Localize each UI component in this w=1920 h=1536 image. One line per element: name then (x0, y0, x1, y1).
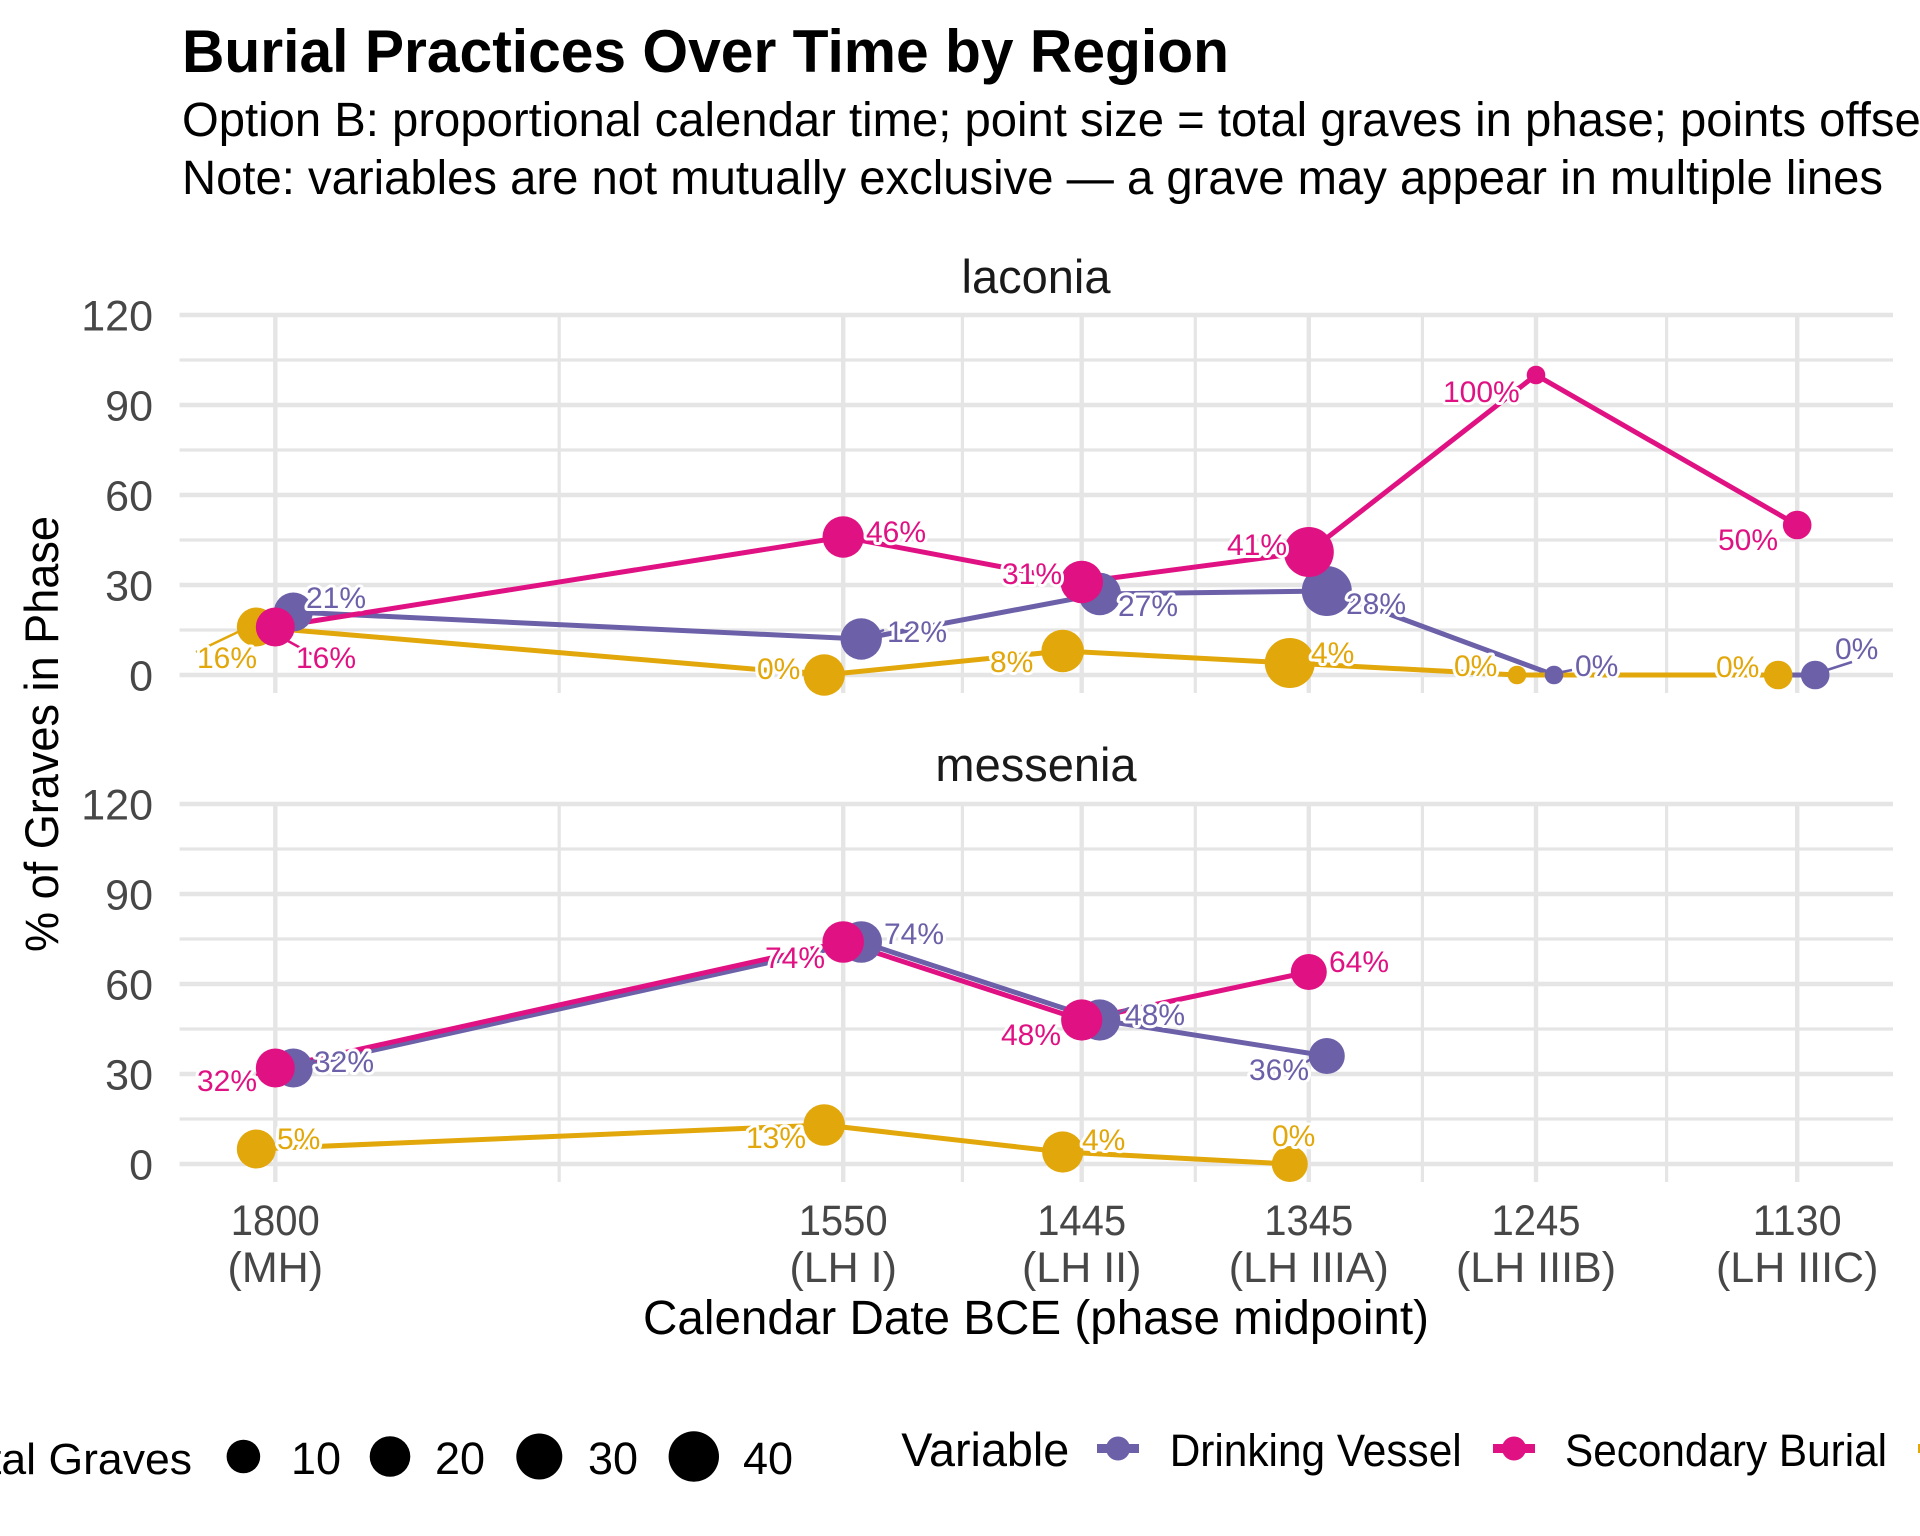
svg-text:1345: 1345 (1264, 1197, 1353, 1245)
svg-text:21%: 21% (306, 582, 366, 615)
svg-text:Burial Practices Over Time by: Burial Practices Over Time by Region (182, 18, 1229, 85)
svg-text:1550: 1550 (799, 1197, 888, 1245)
svg-text:90: 90 (105, 383, 153, 431)
svg-text:1800: 1800 (231, 1197, 320, 1245)
svg-text:1130: 1130 (1753, 1197, 1842, 1245)
svg-text:32%: 32% (314, 1046, 374, 1079)
svg-text:4%: 4% (1082, 1124, 1125, 1157)
svg-text:10: 10 (291, 1433, 341, 1484)
svg-text:% of Graves in Phase: % of Graves in Phase (15, 516, 68, 952)
svg-text:(LH I): (LH I) (789, 1244, 897, 1292)
svg-text:(LH II): (LH II) (1022, 1244, 1141, 1292)
svg-text:0%: 0% (1272, 1120, 1315, 1153)
svg-text:0%: 0% (757, 653, 800, 686)
svg-text:20: 20 (435, 1433, 485, 1484)
svg-text:0%: 0% (1835, 633, 1878, 666)
svg-text:(LH IIIC): (LH IIIC) (1716, 1244, 1878, 1292)
svg-text:1245: 1245 (1492, 1197, 1581, 1245)
svg-text:46%: 46% (866, 516, 926, 549)
svg-text:messenia: messenia (935, 738, 1137, 791)
svg-text:30: 30 (105, 563, 153, 611)
svg-text:8%: 8% (990, 646, 1033, 679)
svg-text:laconia: laconia (962, 250, 1112, 303)
svg-text:48%: 48% (1125, 999, 1185, 1032)
svg-text:120: 120 (81, 293, 153, 341)
svg-text:(LH IIIB): (LH IIIB) (1456, 1244, 1616, 1292)
svg-text:100%: 100% (1443, 376, 1520, 409)
svg-text:32%: 32% (197, 1065, 257, 1098)
svg-text:4%: 4% (1311, 637, 1354, 670)
svg-text:Note: variables are not mutual: Note: variables are not mutually exclusi… (182, 152, 1883, 205)
svg-text:74%: 74% (765, 942, 825, 975)
svg-text:16%: 16% (197, 642, 257, 675)
svg-text:0%: 0% (1575, 650, 1618, 683)
svg-text:(MH): (MH) (228, 1244, 324, 1292)
svg-text:1445: 1445 (1037, 1197, 1126, 1245)
svg-text:74%: 74% (884, 918, 944, 951)
svg-text:31%: 31% (1002, 558, 1062, 591)
svg-text:5%: 5% (277, 1123, 320, 1156)
svg-text:Calendar Date BCE (phase midpo: Calendar Date BCE (phase midpoint) (643, 1292, 1429, 1345)
svg-text:0%: 0% (1454, 650, 1497, 683)
svg-text:Total Graves: Total Graves (0, 1435, 192, 1484)
svg-text:64%: 64% (1329, 946, 1389, 979)
svg-text:27%: 27% (1118, 590, 1178, 623)
svg-text:0: 0 (129, 1142, 153, 1190)
svg-text:16%: 16% (296, 642, 356, 675)
svg-text:90: 90 (105, 872, 153, 920)
svg-text:0%: 0% (1716, 651, 1759, 684)
svg-text:Variable: Variable (901, 1423, 1069, 1476)
svg-text:120: 120 (81, 782, 153, 830)
svg-text:0: 0 (129, 653, 153, 701)
svg-text:12%: 12% (887, 616, 947, 649)
svg-text:41%: 41% (1227, 529, 1287, 562)
svg-text:13%: 13% (746, 1122, 806, 1155)
svg-text:60: 60 (105, 473, 153, 521)
svg-text:28%: 28% (1346, 588, 1406, 621)
svg-text:Secondary Burial: Secondary Burial (1565, 1425, 1887, 1476)
svg-text:Option B: proportional calenda: Option B: proportional calendar time; po… (182, 94, 1920, 147)
svg-text:50%: 50% (1718, 524, 1778, 557)
svg-text:60: 60 (105, 962, 153, 1010)
svg-text:30: 30 (588, 1433, 638, 1484)
svg-text:40: 40 (743, 1433, 793, 1484)
svg-text:30: 30 (105, 1052, 153, 1100)
svg-text:48%: 48% (1001, 1019, 1061, 1052)
svg-text:Drinking Vessel: Drinking Vessel (1170, 1425, 1462, 1476)
svg-text:36%: 36% (1249, 1054, 1309, 1087)
svg-text:(LH IIIA): (LH IIIA) (1229, 1244, 1389, 1292)
